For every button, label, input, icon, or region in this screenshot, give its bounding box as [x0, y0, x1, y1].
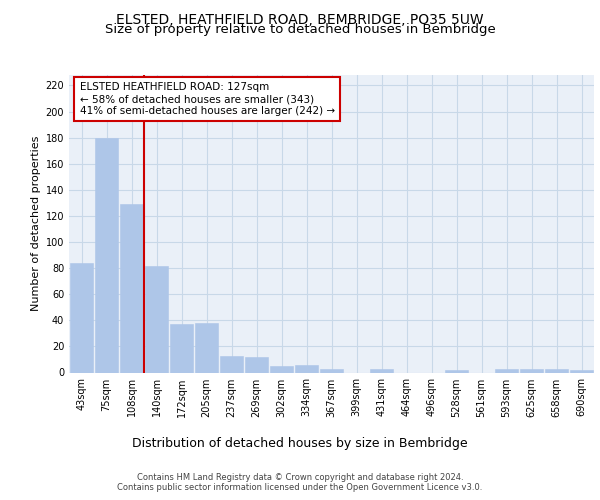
Bar: [145, 266, 169, 372]
Text: Distribution of detached houses by size in Bembridge: Distribution of detached houses by size …: [132, 438, 468, 450]
Bar: [494, 368, 518, 372]
Bar: [370, 368, 394, 372]
Bar: [320, 368, 343, 372]
Bar: [520, 368, 544, 372]
Bar: [545, 368, 568, 372]
Text: Size of property relative to detached houses in Bembridge: Size of property relative to detached ho…: [104, 24, 496, 36]
Y-axis label: Number of detached properties: Number of detached properties: [31, 136, 41, 312]
Text: ELSTED, HEATHFIELD ROAD, BEMBRIDGE, PO35 5UW: ELSTED, HEATHFIELD ROAD, BEMBRIDGE, PO35…: [116, 12, 484, 26]
Bar: [95, 138, 118, 372]
Bar: [445, 370, 469, 372]
Bar: [119, 204, 143, 372]
Bar: [170, 324, 193, 372]
Text: Contains HM Land Registry data © Crown copyright and database right 2024.
Contai: Contains HM Land Registry data © Crown c…: [118, 472, 482, 492]
Bar: [269, 366, 293, 372]
Text: ELSTED HEATHFIELD ROAD: 127sqm
← 58% of detached houses are smaller (343)
41% of: ELSTED HEATHFIELD ROAD: 127sqm ← 58% of …: [79, 82, 335, 116]
Bar: [245, 357, 268, 372]
Bar: [569, 370, 593, 372]
Bar: [194, 323, 218, 372]
Bar: [70, 263, 94, 372]
Bar: [295, 364, 319, 372]
Bar: [220, 356, 244, 372]
